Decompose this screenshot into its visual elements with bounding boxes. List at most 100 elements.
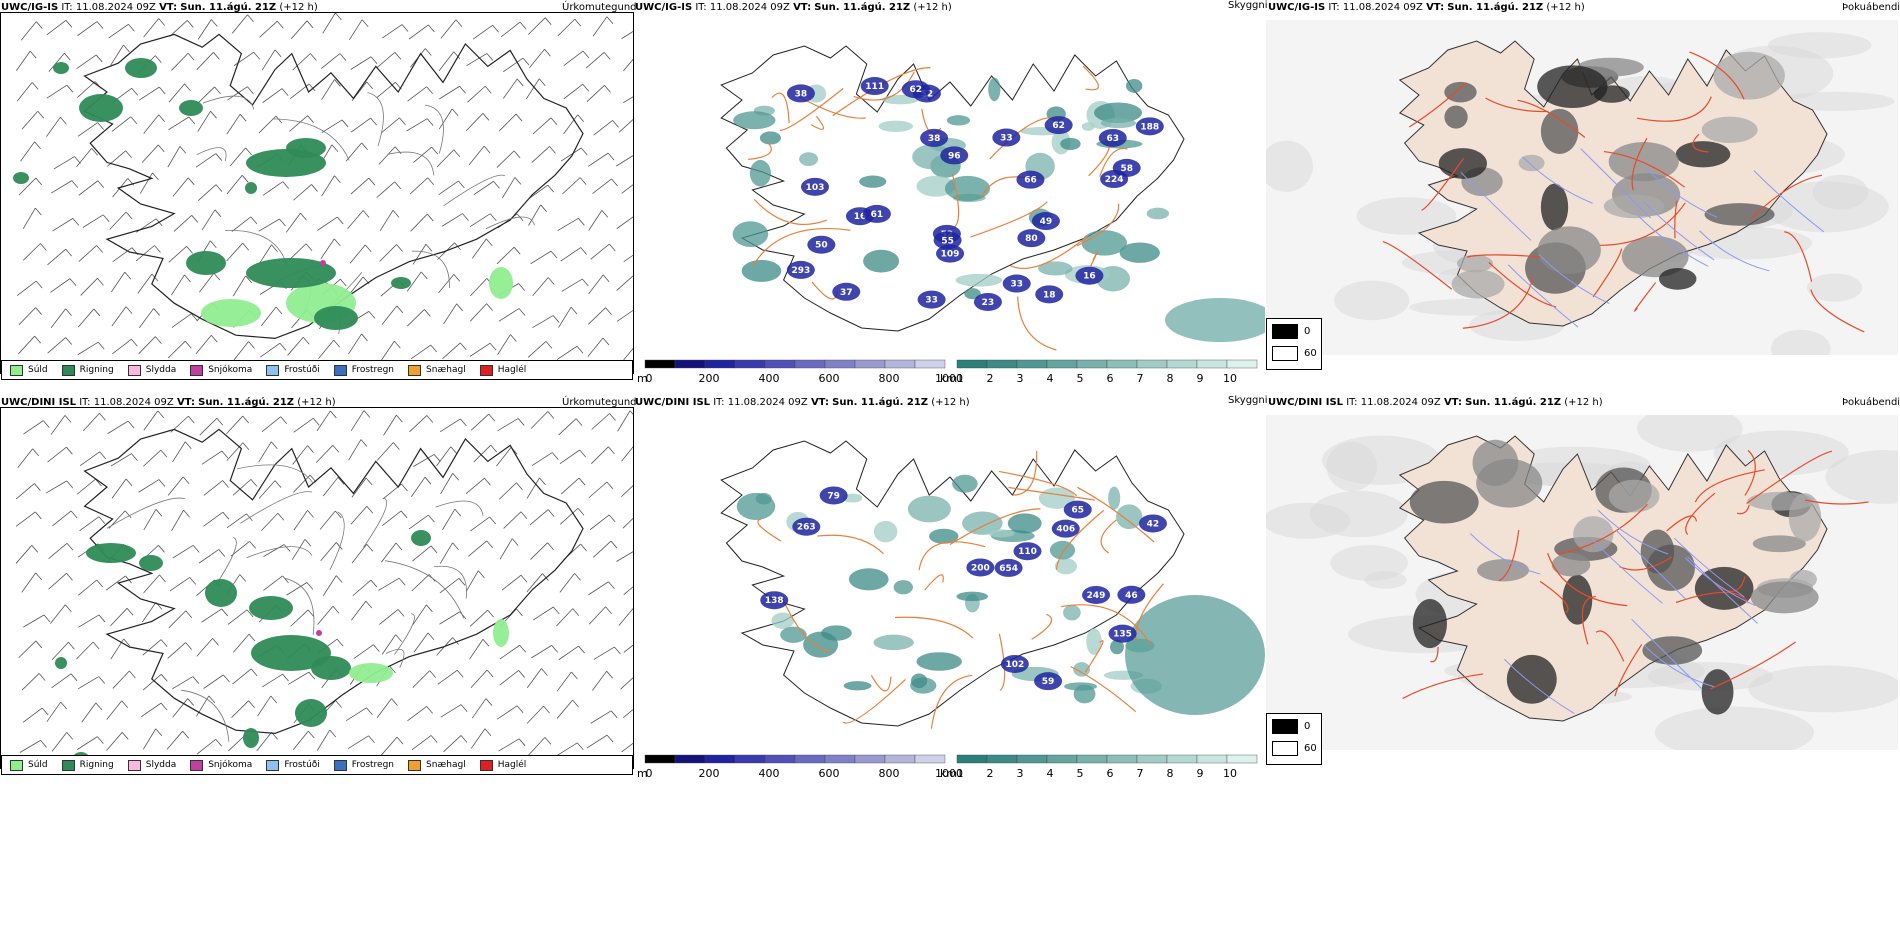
wind-barb-flag [425, 48, 432, 56]
wind-barb-flag [420, 271, 428, 280]
wind-barb [172, 676, 194, 690]
wind-barb [105, 575, 126, 591]
wind-barb [527, 341, 547, 358]
wind-barb [556, 608, 574, 627]
wind-barb-flag [69, 278, 77, 286]
low-visibility-area [1002, 274, 1031, 293]
wind-barb-flag [329, 729, 337, 738]
fog-area [1562, 574, 1593, 625]
wind-barb-flag [218, 549, 226, 557]
wind-barb-flag [277, 20, 284, 29]
wind-barb-flag [336, 216, 344, 225]
road-line [817, 534, 884, 555]
visibility-value-label: 96 [948, 151, 961, 161]
wind-barb-flag [121, 732, 129, 740]
wind-barb [591, 413, 610, 430]
wind-barb-flag [215, 153, 223, 161]
wind-barb-flag [97, 341, 105, 350]
wind-barb [290, 20, 308, 40]
legend-swatch [266, 759, 280, 771]
visibility-area [916, 652, 962, 671]
wind-barb-flag [544, 49, 551, 57]
wind-barb [528, 204, 542, 226]
wind-barb [138, 479, 160, 493]
wind-barb-flag [223, 674, 230, 683]
legend-swatch [190, 364, 204, 376]
visibility-area [863, 249, 900, 273]
wind-barb-flag [606, 734, 614, 743]
wind-barb [472, 24, 493, 40]
river-line [1687, 556, 1758, 624]
wind-barb-flag [60, 701, 68, 710]
wind-barb [139, 172, 153, 194]
visibility-title: Skyggni [1228, 0, 1268, 11]
wind-barb [438, 180, 459, 196]
road-line [751, 227, 851, 268]
wind-barb-flag [605, 307, 612, 315]
wind-barb-flag [182, 730, 189, 739]
coastline [83, 33, 584, 340]
wind-barb [350, 410, 365, 432]
river-line [1522, 156, 1593, 204]
visibility-area [964, 288, 981, 300]
visibility-area [1110, 639, 1124, 655]
wind-barb [231, 700, 249, 718]
wind-barb-flag [335, 542, 343, 550]
vt-value: Sun. 11.ágú. 21Z [180, 2, 277, 13]
precip-map [15, 410, 633, 764]
wind-barb-flag [549, 146, 556, 154]
wind-barb [381, 634, 397, 655]
wind-barb-flag [179, 146, 187, 154]
wind-barb-flag [66, 446, 73, 455]
wind-barb-flag [38, 673, 46, 681]
wind-barb-flag [332, 605, 340, 614]
visibility-area [780, 626, 807, 643]
wind-barb [351, 543, 368, 564]
wind-barb-flag [155, 336, 162, 344]
legend-item: Snæhagl [408, 364, 466, 376]
wind-barb-flag [427, 213, 434, 222]
wind-barb-flag [248, 341, 255, 349]
wind-barb [322, 477, 339, 497]
wind-barb [559, 507, 579, 525]
height-tick: 0 [646, 372, 653, 385]
fog-legend-value: 60 [1304, 743, 1317, 754]
visibility-value-label: 42 [1147, 519, 1160, 529]
precip-area [53, 62, 69, 74]
wind-barb [532, 315, 554, 329]
distance-tick: 10 [1223, 372, 1237, 385]
visibility-value-label: 138 [765, 596, 784, 606]
wind-barb [106, 732, 123, 751]
road-line [1746, 450, 1833, 504]
river-line [1643, 201, 1715, 261]
visibility-area [859, 175, 887, 188]
wind-barb [321, 79, 335, 100]
distance-colorbar-cell [1136, 359, 1168, 369]
road-line [385, 648, 405, 668]
height-unit: m [637, 767, 648, 780]
wind-barb-flag [124, 510, 132, 519]
wind-barb-flag [307, 115, 314, 123]
model-name: UWC/IG-IS [1, 2, 59, 13]
wind-barb [413, 146, 432, 163]
wind-barb-flag [602, 337, 610, 346]
wind-barb [263, 575, 283, 591]
precip-area [86, 543, 136, 563]
visibility-area [1094, 102, 1142, 123]
road-line [1017, 296, 1057, 351]
wind-barb-flag [370, 56, 378, 65]
wind-barb [440, 704, 462, 718]
visibility-labels: 1031119662109188386333231637523366558029… [786, 77, 1164, 311]
wind-barb [466, 53, 488, 67]
wind-barb [285, 212, 301, 233]
wind-barb [201, 450, 223, 465]
wind-barb-flag [222, 511, 230, 520]
wind-barb [321, 119, 343, 133]
wind-barb [230, 541, 250, 557]
legend-swatch [266, 364, 280, 376]
precip-area [295, 699, 327, 727]
fog-title: Þokuábendi [1842, 2, 1900, 13]
legend-label: Frostúði [284, 365, 320, 375]
wind-barb-flag [370, 117, 377, 126]
wind-barb-flag [522, 57, 530, 66]
